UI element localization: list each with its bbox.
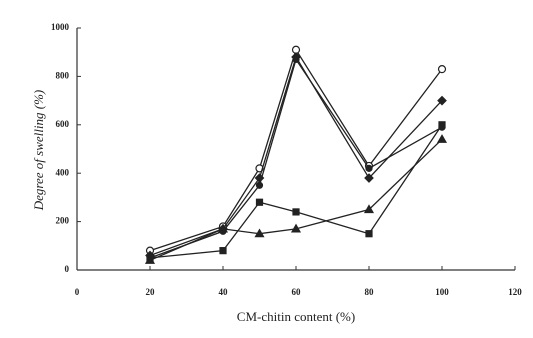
x-tick-label: 20 [146, 287, 156, 297]
y-tick-label: 600 [56, 119, 70, 129]
y-tick-label: 1000 [51, 22, 70, 32]
y-tick-label: 800 [56, 70, 70, 80]
point [436, 134, 448, 143]
point [292, 55, 300, 64]
x-tick-label: 100 [435, 287, 449, 297]
x-tick-label: 0 [75, 287, 80, 297]
x-tick-label: 60 [292, 287, 302, 297]
point [217, 223, 229, 233]
point [437, 95, 447, 106]
x-tick-label: 40 [219, 287, 229, 297]
point [363, 204, 375, 214]
point [219, 247, 227, 255]
point [365, 164, 373, 172]
point [364, 173, 374, 183]
point [437, 65, 447, 74]
y-tick-label: 200 [56, 216, 70, 226]
y-tick-label: 0 [65, 264, 70, 274]
series-line [149, 138, 443, 261]
point [255, 198, 264, 206]
x-tick-label: 120 [508, 287, 522, 297]
series-line [149, 55, 443, 257]
point [254, 228, 265, 238]
x-tick-label: 80 [365, 287, 375, 297]
x-axis-title: CM-chitin content (%) [237, 309, 355, 324]
point [438, 121, 446, 129]
series-line [149, 57, 443, 259]
series-line [149, 124, 443, 259]
y-tick-label: 400 [56, 167, 70, 177]
series-line [149, 48, 443, 252]
point [255, 181, 264, 189]
y-axis-title: Degree of swelling (%) [31, 90, 46, 211]
point [365, 230, 373, 238]
point [292, 208, 300, 216]
point [144, 255, 156, 264]
point [290, 223, 302, 233]
